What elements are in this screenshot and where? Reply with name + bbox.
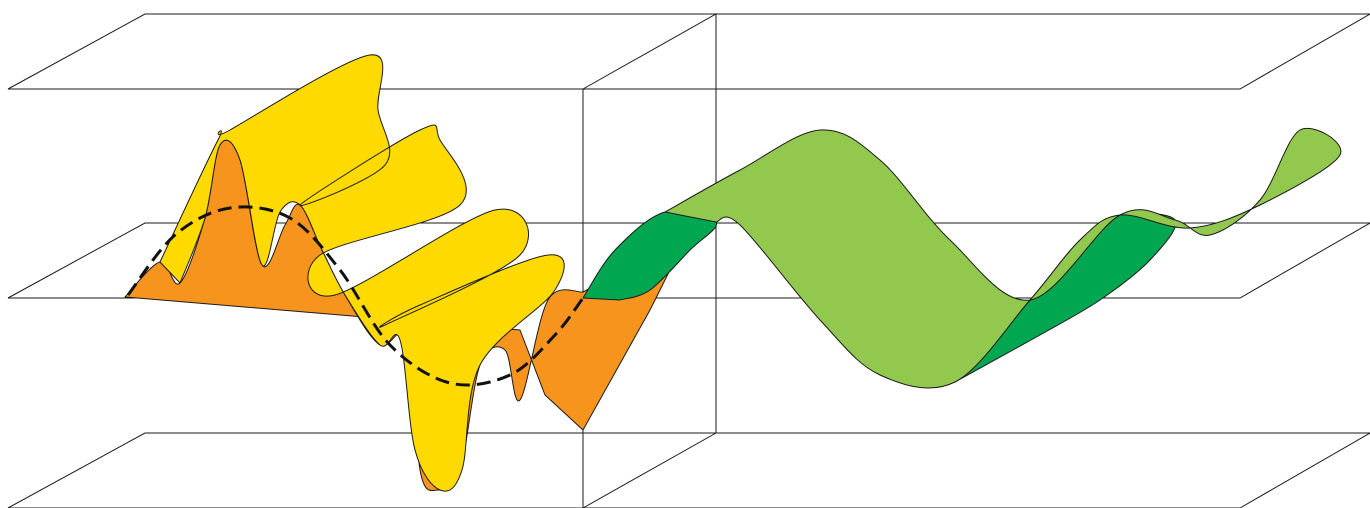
low-frequency-wave-underside [582,210,718,301]
bottom-plane [7,432,1370,508]
middle-plane [7,222,1370,299]
low-frequency-wave-surface [664,127,1342,389]
top-plane [7,13,1370,90]
high-frequency-wave-surface [159,54,565,492]
dashed-envelope-curve [126,205,585,387]
low-frequency-ribbon-wave [582,127,1342,389]
high-frequency-ribbon-wave [124,54,686,492]
